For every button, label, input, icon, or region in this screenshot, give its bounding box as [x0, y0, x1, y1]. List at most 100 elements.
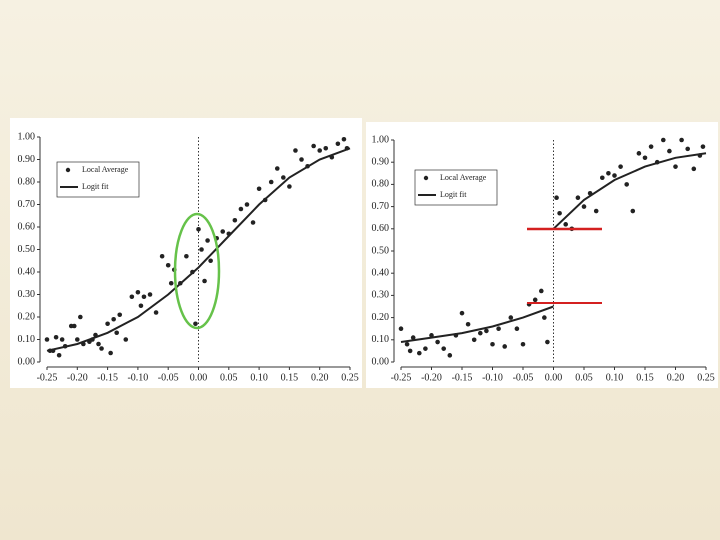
y-tick-label: 0.90	[372, 156, 390, 167]
x-tick-label: -0.05	[513, 372, 534, 383]
x-tick-label: -0.25	[37, 372, 58, 383]
x-tick-label: -0.15	[97, 372, 118, 383]
data-point	[630, 208, 636, 214]
data-point	[465, 321, 471, 327]
x-tick-label: 0.10	[250, 372, 268, 383]
data-point	[147, 292, 153, 297]
data-point	[56, 352, 62, 358]
y-tick-label: 0.40	[372, 267, 390, 278]
legend-label: Logit fit	[82, 182, 109, 191]
data-point	[281, 175, 286, 180]
data-point	[447, 353, 453, 358]
data-point	[238, 206, 244, 212]
data-point	[141, 294, 147, 300]
x-tick-label: 0.25	[697, 372, 715, 383]
x-tick-label: -0.10	[127, 372, 148, 383]
data-point	[114, 330, 119, 336]
data-point	[105, 321, 110, 327]
x-tick-label: 0.05	[575, 372, 593, 383]
x-tick-label: 0.15	[281, 372, 299, 383]
y-tick-label: 0.70	[18, 199, 36, 210]
data-point	[484, 328, 489, 334]
x-tick-label: 0.20	[667, 372, 685, 383]
data-point	[153, 310, 159, 315]
data-point	[593, 208, 599, 214]
data-point	[496, 326, 501, 332]
data-point	[471, 337, 477, 343]
data-point	[691, 166, 697, 172]
y-tick-label: 0.00	[18, 356, 36, 367]
legend-marker	[65, 167, 71, 173]
data-point	[404, 341, 410, 347]
data-point	[514, 326, 520, 332]
data-point	[111, 316, 116, 322]
data-point	[478, 330, 483, 336]
data-point	[407, 348, 413, 354]
legend-marker	[423, 175, 429, 181]
data-point	[44, 337, 50, 342]
highlight-ellipse	[173, 212, 221, 330]
data-point	[563, 222, 568, 227]
data-point	[199, 247, 204, 252]
x-tick-label: 0.15	[636, 372, 654, 383]
data-point	[700, 144, 706, 149]
data-point	[96, 341, 101, 347]
data-point	[117, 312, 123, 318]
y-tick-label: 0.90	[18, 154, 36, 165]
data-point	[539, 288, 544, 294]
fit-line	[400, 152, 707, 343]
y-tick-label: 0.60	[18, 221, 36, 232]
data-point	[459, 310, 465, 316]
y-tick-label: 0.20	[372, 312, 390, 323]
data-point	[575, 195, 581, 201]
y-tick-label: 1.00	[18, 131, 36, 142]
data-point	[581, 204, 587, 209]
right-panel	[366, 122, 718, 388]
data-point	[667, 148, 672, 154]
data-point	[636, 151, 642, 156]
data-point	[202, 278, 207, 284]
data-point	[441, 346, 447, 351]
y-tick-label: 0.10	[18, 334, 36, 345]
y-tick-label: 0.60	[372, 223, 390, 234]
x-tick-label: -0.20	[421, 372, 442, 383]
data-point	[642, 155, 648, 161]
data-point	[232, 217, 238, 223]
legend-box	[414, 169, 498, 206]
y-tick-label: 0.20	[18, 311, 36, 322]
data-point	[78, 314, 83, 320]
data-point	[532, 297, 538, 303]
legend-box	[56, 161, 140, 198]
y-tick-label: 0.10	[372, 334, 390, 345]
data-point	[293, 148, 298, 153]
data-point	[220, 229, 226, 234]
data-point	[138, 303, 144, 309]
y-tick-label: 0.00	[372, 356, 390, 367]
data-point	[508, 315, 514, 320]
data-point	[545, 339, 550, 345]
data-point	[287, 184, 292, 189]
data-point	[256, 186, 262, 192]
data-point	[250, 220, 256, 225]
y-tick-label: 0.30	[372, 290, 390, 301]
data-point	[71, 323, 77, 329]
x-tick-label: 0.05	[220, 372, 238, 383]
data-point	[99, 346, 104, 351]
data-point	[196, 226, 201, 232]
legend-label: Local Average	[82, 165, 129, 174]
data-point	[135, 289, 141, 295]
data-point	[685, 146, 690, 152]
data-point	[618, 164, 623, 169]
data-point	[205, 238, 210, 243]
y-tick-label: 0.50	[372, 245, 390, 256]
data-point	[417, 350, 422, 356]
data-point	[184, 253, 189, 259]
fit-line	[46, 147, 351, 352]
data-point	[624, 182, 629, 187]
x-tick-label: -0.20	[67, 372, 88, 383]
x-tick-label: 0.25	[341, 372, 359, 383]
data-point	[165, 262, 171, 268]
data-point	[648, 144, 654, 149]
x-tick-label: -0.10	[482, 372, 503, 383]
